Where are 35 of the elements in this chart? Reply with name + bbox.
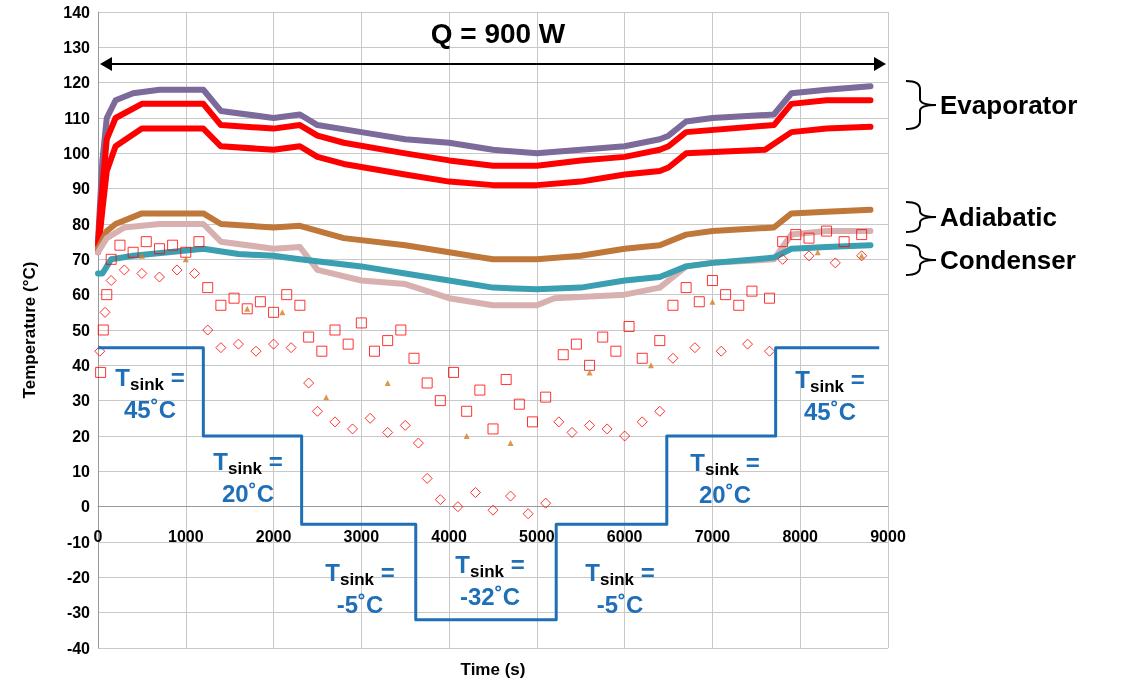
y-tick-label: 40 <box>72 356 91 374</box>
x-tick-label: 4000 <box>431 528 468 546</box>
y-tick-label: 10 <box>72 462 91 480</box>
x-axis-title: Time (s) <box>460 660 526 679</box>
y-tick-label: 90 <box>72 180 91 198</box>
x-tick-label: 3000 <box>343 528 380 546</box>
text: Condenser <box>940 245 1076 275</box>
y-tick-label: 50 <box>72 321 91 339</box>
y-tick-label: 100 <box>63 144 91 162</box>
text: Adiabatic <box>940 202 1058 232</box>
x-tick-label: 2000 <box>255 528 292 546</box>
y-axis-title: Temperature (°C) <box>20 261 39 399</box>
y-tick-label: 140 <box>63 3 91 21</box>
y-tick-label: -40 <box>66 639 91 657</box>
text: Evaporator <box>940 90 1078 120</box>
y-tick-label: 30 <box>72 392 91 410</box>
x-tick-label: 8000 <box>782 528 819 546</box>
y-tick-label: 70 <box>72 250 91 268</box>
chart-title: Q = 900 W <box>430 17 566 49</box>
y-tick-label: 0 <box>81 498 91 516</box>
y-tick-label: 20 <box>72 427 91 445</box>
y-tick-label: 60 <box>72 286 91 304</box>
y-tick-label: -20 <box>66 568 91 586</box>
x-tick-label: 6000 <box>606 528 643 546</box>
y-tick-label: 110 <box>64 109 91 127</box>
y-tick-label: 120 <box>63 74 91 92</box>
x-tick-label: 7000 <box>694 528 731 546</box>
y-tick-label: -10 <box>66 533 91 551</box>
x-tick-label: 5000 <box>519 528 555 546</box>
y-tick-label: 80 <box>72 215 91 233</box>
y-tick-label: 130 <box>63 38 91 56</box>
x-tick-label: 0 <box>93 528 103 546</box>
y-tick-label: -30 <box>66 604 91 622</box>
x-tick-label: 1000 <box>167 528 204 546</box>
x-tick-label: 9000 <box>870 528 906 546</box>
